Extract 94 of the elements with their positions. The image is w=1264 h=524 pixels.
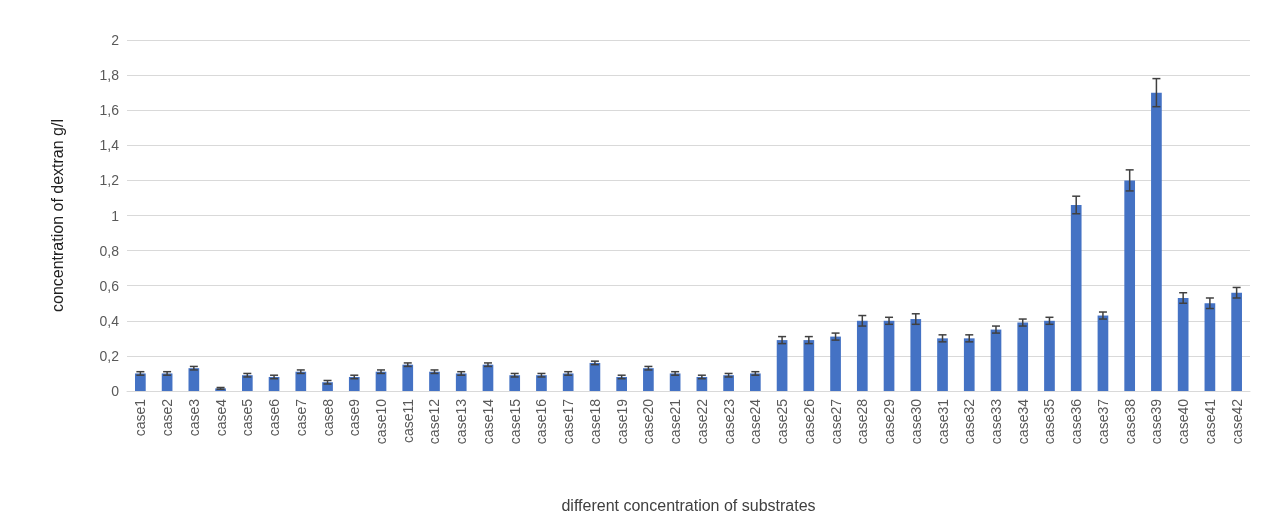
x-tick-label: case3 (185, 398, 202, 437)
bar (883, 320, 895, 391)
y-tick-label: 2 (111, 32, 120, 48)
x-tick-label: case27 (827, 398, 844, 445)
bar (241, 375, 253, 391)
bar (536, 375, 547, 391)
x-tick-label: case32 (961, 398, 978, 445)
x-tick-label: case12 (426, 398, 443, 445)
x-tick-label: case21 (667, 398, 684, 445)
x-tick-label: case25 (774, 398, 791, 445)
bar (750, 373, 761, 391)
x-tick-label: case33 (987, 398, 1004, 445)
x-tick-label: case20 (640, 398, 657, 445)
bar (1017, 322, 1029, 391)
bar (963, 338, 975, 391)
bar (402, 364, 414, 391)
x-tick-label: case13 (453, 398, 470, 445)
x-tick-label: case36 (1068, 398, 1085, 445)
bar (856, 320, 868, 391)
x-tick-label: case26 (800, 398, 817, 445)
x-tick-label: case28 (854, 398, 871, 445)
x-tick-label: case42 (1228, 398, 1245, 445)
x-tick-label: case2 (159, 398, 176, 437)
y-tick-label: 1,8 (99, 67, 120, 84)
bar (669, 373, 681, 391)
bar (562, 373, 574, 391)
bar (1044, 320, 1055, 391)
x-tick-label: case1 (132, 398, 149, 437)
bar (723, 375, 734, 391)
bar (1124, 180, 1136, 391)
x-tick-label: case15 (506, 398, 523, 445)
x-tick-label: case39 (1148, 398, 1165, 445)
x-tick-label: case4 (212, 398, 229, 437)
x-tick-label: case14 (479, 398, 496, 445)
bar (830, 336, 841, 391)
bar (1097, 315, 1109, 391)
bar (1231, 292, 1242, 391)
x-tick-label: case34 (1014, 398, 1031, 445)
bar (803, 340, 815, 391)
bar (696, 376, 708, 391)
x-tick-label: case16 (533, 398, 550, 445)
y-tick-label: 1 (111, 207, 120, 224)
x-tick-label: case35 (1041, 398, 1058, 445)
x-tick-label: case31 (934, 398, 951, 445)
x-tick-label: case6 (266, 398, 283, 437)
x-tick-label: case10 (373, 398, 390, 445)
bar (616, 376, 627, 391)
x-tick-label: case41 (1201, 398, 1218, 445)
bar (1070, 204, 1082, 391)
x-tick-label: case40 (1175, 398, 1192, 445)
bar (429, 371, 440, 391)
bar (295, 371, 307, 391)
bar (375, 371, 387, 391)
x-tick-label: case23 (720, 398, 737, 445)
y-tick-label: 0,6 (99, 277, 120, 294)
y-tick-label: 0,2 (99, 347, 120, 364)
bar (268, 376, 280, 391)
x-tick-label: case5 (239, 398, 256, 437)
bar (1151, 92, 1162, 391)
bar (1204, 303, 1216, 391)
y-axis-title: concentration of dextran g/l (48, 118, 66, 313)
x-tick-label: case29 (881, 398, 898, 445)
bar (910, 319, 922, 391)
bar (455, 373, 467, 391)
x-tick-label: case37 (1094, 398, 1111, 445)
bar (482, 364, 494, 391)
x-tick-label: case22 (693, 398, 710, 445)
bar (348, 376, 360, 391)
x-tick-label: case7 (292, 398, 309, 437)
x-tick-label: case11 (399, 398, 416, 444)
y-tick-label: 1,2 (99, 172, 120, 189)
x-axis-title: different concentration of substrates (561, 496, 816, 514)
x-tick-label: case24 (747, 398, 764, 445)
x-tick-label: case8 (319, 398, 336, 437)
y-tick-label: 0,4 (99, 312, 120, 329)
y-tick-label: 1,4 (99, 137, 120, 154)
bar (776, 340, 788, 391)
bar (1177, 297, 1189, 391)
bar (643, 368, 654, 391)
x-tick-label: case19 (613, 398, 630, 445)
bar (990, 329, 1002, 391)
y-tick-label: 0,8 (99, 242, 120, 259)
x-tick-label: case38 (1121, 398, 1138, 445)
y-tick-label: 1,6 (99, 102, 120, 119)
bar (509, 375, 521, 391)
x-tick-label: case17 (560, 398, 577, 445)
bar (589, 362, 601, 391)
bar (937, 338, 948, 391)
x-tick-label: case9 (346, 398, 363, 437)
bar (188, 368, 200, 391)
x-tick-label: case18 (586, 398, 603, 445)
bar (135, 373, 146, 391)
x-tick-label: case30 (907, 398, 924, 445)
y-tick-label: 0 (111, 383, 120, 399)
